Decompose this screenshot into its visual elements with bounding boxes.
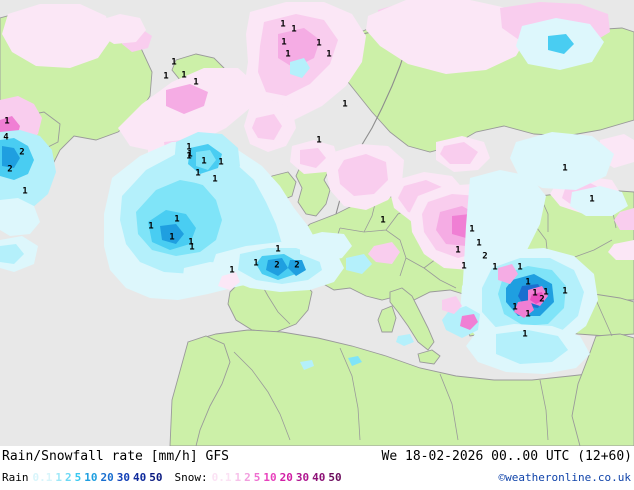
legend-snow-stop-2: 2 — [244, 471, 251, 484]
precip-snow-greece-nw — [442, 296, 462, 314]
forecast-timestamp: We 18-02-2026 00..00 UTC (12+60) — [381, 449, 632, 464]
precip-rain-greenland-fringe — [0, 198, 40, 236]
landmass-morocco — [169, 335, 231, 446]
footer: Rain/Snowfall rate [mm/h] GFS We 18-02-2… — [0, 446, 634, 490]
legend-snow-scale: 0.1 1 2 5 10 20 30 40 50 — [212, 471, 345, 484]
precip-rain-biscay-peak2 — [288, 260, 306, 276]
legend-rain-stop-30: 30 — [116, 471, 130, 484]
precip-snow-iceland-fringe — [2, 4, 112, 68]
precip-snow-natl-core — [166, 84, 208, 114]
legend-snow-stop-10: 10 — [263, 471, 277, 484]
precip-snow-greece-patch — [460, 314, 478, 330]
landmass-sardinia — [377, 305, 397, 333]
landmass-north-africa — [187, 329, 634, 446]
landmass-sicily — [417, 349, 441, 365]
footer-legend-row: Rain 0.1 1 2 5 10 20 30 40 50 Snow: 0.1 1 2 5 10 20 30… — [0, 468, 634, 490]
legend-rain-stop-10: 10 — [84, 471, 98, 484]
precip-snow-norway-coast-core — [252, 114, 282, 140]
precip-rain-ne-patch — [570, 186, 628, 216]
precip-snow-turkey-embedded2 — [530, 292, 544, 304]
precip-rain-algeria-speck — [300, 360, 314, 370]
precip-snow-turkey-embedded3 — [514, 300, 534, 318]
landmass-italy — [389, 287, 435, 351]
legend-rain-stop-50: 50 — [149, 471, 163, 484]
precip-snow-norwegian-peak — [278, 28, 320, 68]
precip-snow-scandinavia-fringe — [366, 0, 530, 74]
landmass-middle-east — [571, 333, 634, 446]
precip-snow-atlantic-streak2 — [98, 14, 146, 44]
precip-rain-black-sea-fringe — [510, 132, 614, 190]
precip-snow-iberia-edge — [218, 272, 240, 290]
precip-rain-channel — [300, 232, 352, 262]
legend-snow-stop-50: 50 — [328, 471, 342, 484]
legend-rain-stop-0.1: 0.1 — [32, 471, 53, 484]
legend-snow-stop-0.1: 0.1 — [211, 471, 232, 484]
precip-rain-tunisia-speck — [348, 356, 362, 366]
legend-snow-stop-30: 30 — [295, 471, 310, 484]
legend-rain-label: Rain — [2, 471, 29, 484]
legend-snow-stop-5: 5 — [253, 471, 261, 484]
legend-rain-stop-40: 40 — [133, 471, 147, 484]
precip-snow-right-edge1 — [614, 208, 634, 230]
legend-snow-stop-40: 40 — [312, 471, 326, 484]
precip-snow-aegean-fringe — [498, 264, 518, 284]
precip-snow-poland-core — [440, 142, 478, 164]
precip-rain-biscay-peak1 — [266, 258, 288, 276]
precipitation-overlay — [0, 0, 634, 374]
precip-rain-atlantic-peak — [160, 224, 184, 244]
precip-snow-right-edge2 — [608, 240, 634, 260]
copyright-credit: ©weatheronline.co.uk — [498, 471, 631, 484]
precip-rain-east-med-tail-core — [496, 330, 568, 364]
legend-rain-stop-1: 1 — [55, 471, 62, 484]
legend-rain-stop-2: 2 — [65, 471, 72, 484]
precip-rain-norwegian-embedded — [290, 58, 310, 78]
legend: Rain 0.1 1 2 5 10 20 30 40 50 Snow: 0.1 1 2 5 10 20 30… — [2, 471, 345, 484]
page-title: Rain/Snowfall rate [mm/h] GFS — [2, 449, 229, 464]
legend-rain-stop-5: 5 — [74, 471, 82, 484]
precip-rain-alps-edge — [346, 254, 372, 274]
precip-snow-uk-north-core — [300, 148, 326, 168]
precip-rain-atlantic-north-mid — [196, 150, 216, 170]
legend-snow-stop-1: 1 — [234, 471, 242, 484]
legend-rain-stop-20: 20 — [100, 471, 114, 484]
precip-snow-germany-core — [338, 154, 388, 196]
precip-rain-sw-atlantic-core — [0, 244, 24, 264]
precip-rain-greenland-peak — [2, 146, 20, 168]
legend-snow-label: Snow: — [174, 471, 208, 484]
precip-rain-central-med-speck — [396, 334, 414, 346]
legend-snow-stop-20: 20 — [279, 471, 293, 484]
legend-rain-scale: 0.1 1 2 5 10 20 30 40 50 — [33, 471, 166, 484]
footer-title-row: Rain/Snowfall rate [mm/h] GFS We 18-02-2… — [0, 447, 634, 468]
precip-snow-alps — [368, 242, 400, 264]
precip-rain-far-north-core — [548, 34, 574, 54]
